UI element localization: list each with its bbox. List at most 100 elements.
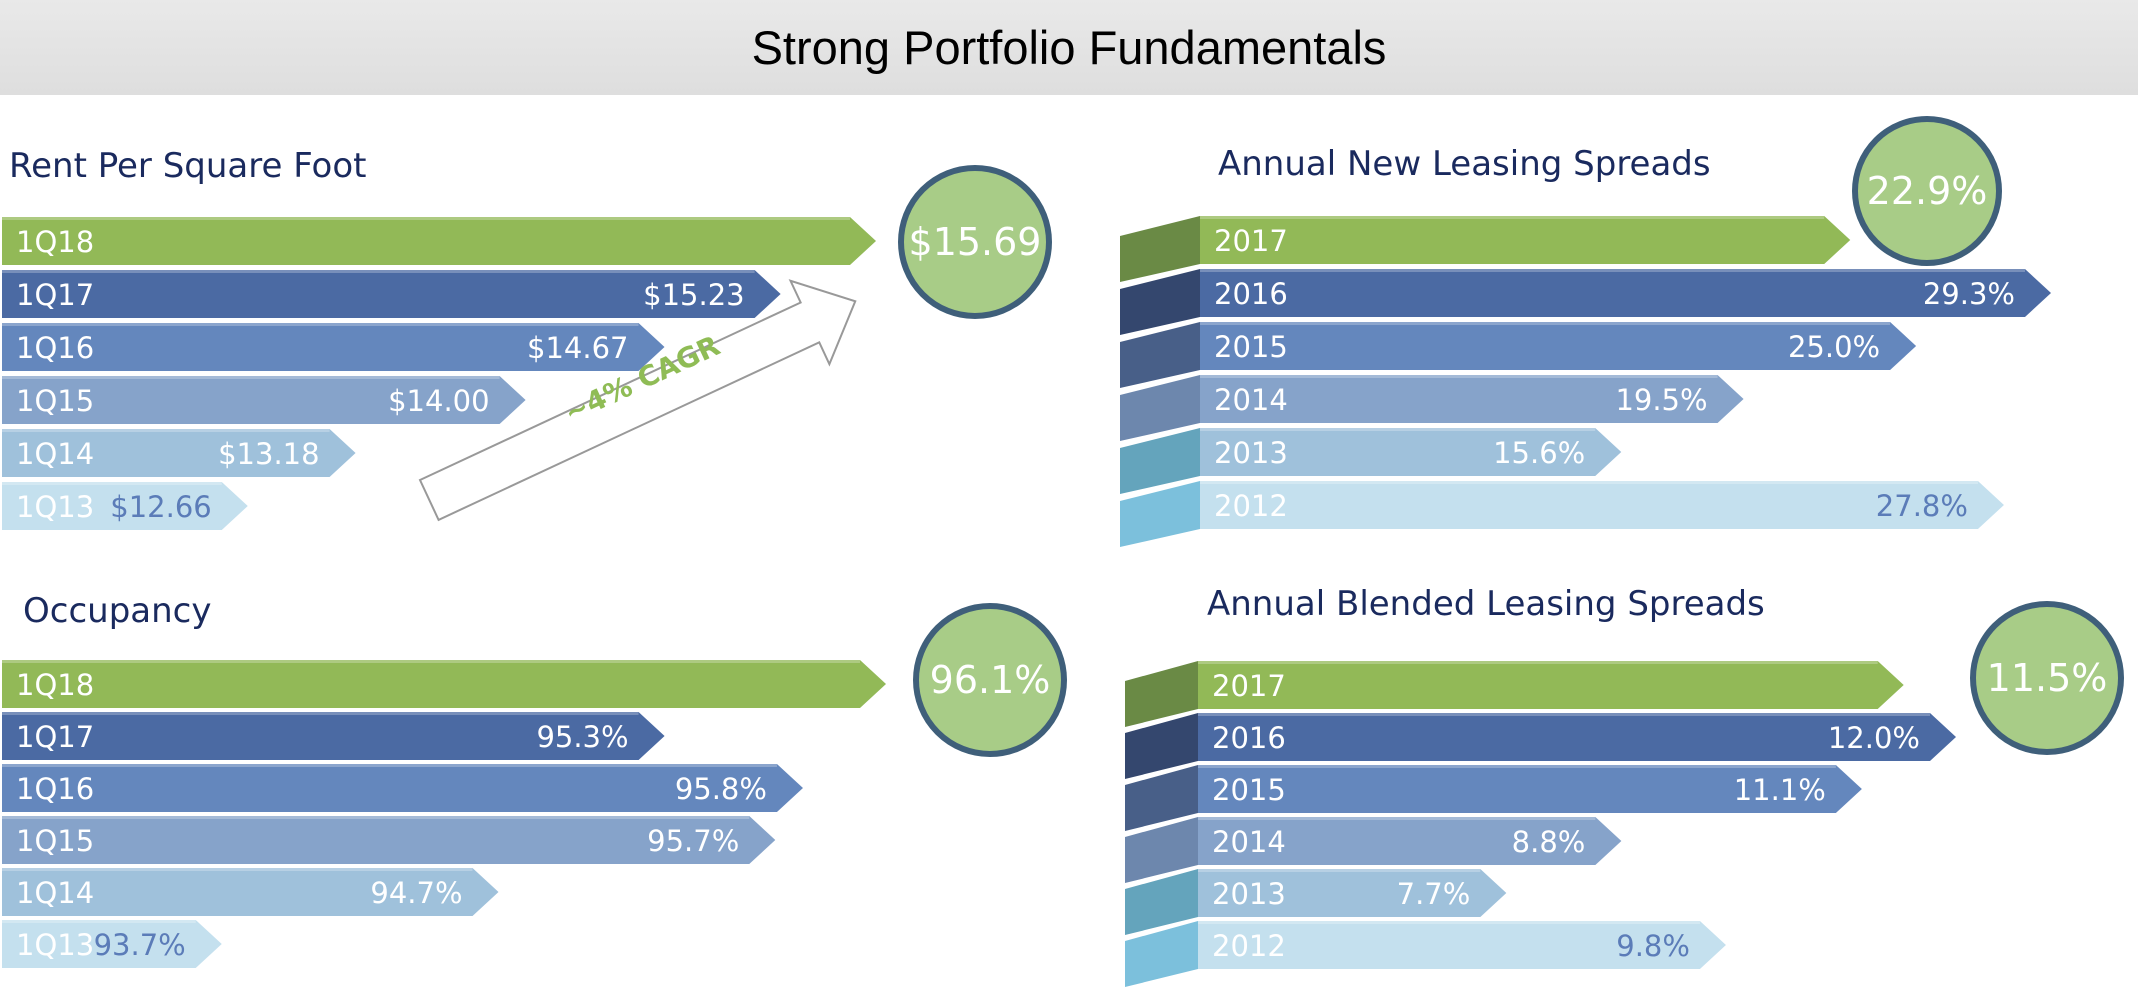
category-label: 1Q17 <box>16 720 94 754</box>
rent-per-sq-ft-chart: Rent Per Square Foot 1Q18 $15.69 1Q17 $15.2… <box>0 140 1100 560</box>
occupancy-chart: Occupancy 1Q18 96.1% 1Q17 95.3% 1Q16 95.8% 1Q1… <box>0 580 1100 990</box>
bar <box>1200 216 1851 264</box>
bar-side-face <box>1120 269 1200 335</box>
data-label: $13.18 <box>218 437 319 471</box>
data-label: 95.8% <box>675 772 767 806</box>
bar-highlight <box>1200 322 1891 325</box>
bar-highlight <box>2 429 330 432</box>
bar <box>1200 269 2051 317</box>
bar-highlight <box>2 270 755 273</box>
category-label: 2017 <box>1212 669 1286 703</box>
bar <box>1198 713 1956 761</box>
data-label: 15.6% <box>1493 436 1585 470</box>
bar-side-face <box>1120 216 1200 282</box>
category-label: 2015 <box>1212 773 1286 807</box>
highlight-circle <box>913 603 1067 757</box>
highlight-data-label: 11.5% <box>1987 656 2108 700</box>
bars-group: 1Q18 96.1% 1Q17 95.3% 1Q16 95.8% 1Q15 95.7% 1Q14… <box>2 603 1067 968</box>
data-label: 8.8% <box>1512 825 1586 859</box>
bar-side-face <box>1125 817 1198 883</box>
bar <box>2 270 781 318</box>
highlight-circle <box>898 165 1052 319</box>
bar-side-face <box>1125 869 1198 935</box>
bar-highlight <box>1200 216 1825 219</box>
data-label: 95.3% <box>536 720 628 754</box>
bar-highlight <box>2 660 860 663</box>
data-label: $12.66 <box>110 490 211 524</box>
bar <box>2 712 665 760</box>
bar-side-face <box>1125 661 1198 727</box>
new-leasing-spreads-chart: Annual New Leasing Spreads 2017 22.9% 2016… <box>1115 115 2135 547</box>
bar-highlight <box>1198 713 1930 716</box>
bar-side-face <box>1125 713 1198 779</box>
bar-side-face <box>1125 921 1198 987</box>
chart-title: Annual Blended Leasing Spreads <box>1207 584 1765 624</box>
data-label: 19.5% <box>1615 383 1707 417</box>
data-label: 9.8% <box>1616 929 1690 963</box>
bar <box>2 764 803 812</box>
chart-title: Rent Per Square Foot <box>9 146 367 186</box>
bar <box>2 482 248 530</box>
bar-highlight <box>1198 661 1878 664</box>
category-label: 1Q15 <box>16 384 94 418</box>
bar-highlight <box>1198 921 1700 924</box>
data-label: $14.00 <box>388 384 489 418</box>
bar-side-face <box>1120 322 1200 388</box>
bar-highlight <box>1198 765 1836 768</box>
bar-highlight <box>1198 869 1481 872</box>
bar-highlight <box>2 920 196 923</box>
data-label: $15.23 <box>643 278 744 312</box>
category-label: 2014 <box>1214 383 1288 417</box>
category-label: 2016 <box>1214 277 1288 311</box>
category-label: 2017 <box>1214 224 1288 258</box>
data-label: 11.1% <box>1734 773 1826 807</box>
bar-highlight <box>2 868 473 871</box>
highlight-circle <box>1970 601 2124 755</box>
bar-highlight <box>2 712 639 715</box>
bar <box>2 429 356 477</box>
bar <box>1198 921 1726 969</box>
bar <box>1200 322 1917 370</box>
bar <box>1200 481 2004 529</box>
category-label: 2012 <box>1214 489 1288 523</box>
highlight-circle <box>1852 116 2002 266</box>
blended-leasing-spreads-chart: Annual Blended Leasing Spreads 2017 11.5%… <box>1115 575 2135 990</box>
data-label: 29.3% <box>1923 277 2015 311</box>
bar-highlight <box>1198 817 1596 820</box>
bar-side-face <box>1120 375 1200 441</box>
bar-highlight <box>2 323 639 326</box>
category-label: 1Q16 <box>16 331 94 365</box>
data-label: 7.7% <box>1397 877 1471 911</box>
chart-title: Occupancy <box>23 591 212 631</box>
bar-highlight <box>2 217 850 220</box>
data-label: $14.67 <box>527 331 628 365</box>
highlight-data-label: 96.1% <box>930 658 1051 702</box>
bar <box>1198 765 1862 813</box>
bar <box>1200 375 1744 423</box>
bars-group: 1Q18 $15.69 1Q17 $15.23 1Q16 $14.67 1Q15 $14.00… <box>2 165 1052 530</box>
bar-side-face <box>1125 765 1198 831</box>
highlight-data-label: $15.69 <box>909 220 1042 264</box>
occupancy-chart-svg: 1Q18 96.1% 1Q17 95.3% 1Q16 95.8% 1Q15 95.7% 1Q14… <box>2 603 1067 968</box>
bar-highlight <box>2 376 500 379</box>
bar <box>2 868 499 916</box>
bar <box>1198 661 1904 709</box>
category-label: 1Q13 <box>16 928 94 962</box>
category-label: 1Q14 <box>16 876 94 910</box>
bar-highlight <box>1200 481 1978 484</box>
category-label: 1Q15 <box>16 824 94 858</box>
data-label: 93.7% <box>94 928 186 962</box>
category-label: 1Q14 <box>16 437 94 471</box>
cagr-arrow-shape <box>418 279 857 522</box>
bar-highlight <box>2 816 750 819</box>
category-label: 1Q18 <box>16 668 94 702</box>
category-label: 2012 <box>1212 929 1286 963</box>
bars-group: 2017 22.9% 2016 29.3% 2015 25.0% 2014 19.5% 2013… <box>1120 116 2051 547</box>
bar-side-face <box>1120 428 1200 494</box>
category-label: 2016 <box>1212 721 1286 755</box>
header-bar <box>0 0 2138 95</box>
bar-side-face <box>1120 481 1200 547</box>
category-label: 1Q17 <box>16 278 94 312</box>
bar <box>2 660 886 708</box>
data-label: 12.0% <box>1828 721 1920 755</box>
